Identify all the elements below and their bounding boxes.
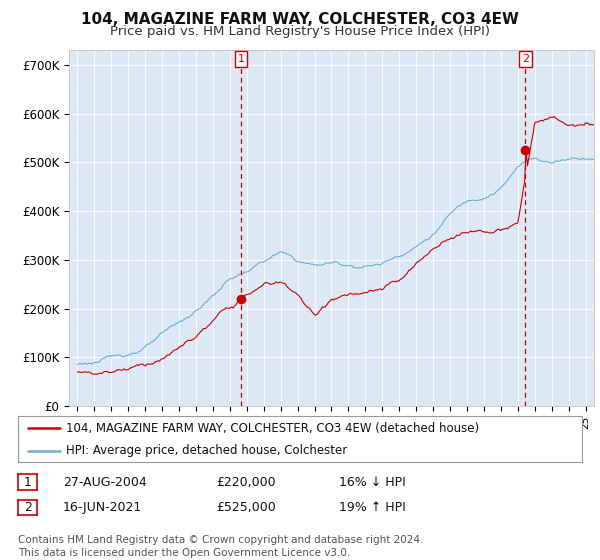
Text: 1: 1	[23, 475, 32, 489]
Text: £220,000: £220,000	[216, 475, 275, 489]
Text: 104, MAGAZINE FARM WAY, COLCHESTER, CO3 4EW: 104, MAGAZINE FARM WAY, COLCHESTER, CO3 …	[81, 12, 519, 27]
Text: 16-JUN-2021: 16-JUN-2021	[63, 501, 142, 514]
Text: 2: 2	[522, 54, 529, 64]
Text: Contains HM Land Registry data © Crown copyright and database right 2024.
This d: Contains HM Land Registry data © Crown c…	[18, 535, 424, 558]
Text: Price paid vs. HM Land Registry's House Price Index (HPI): Price paid vs. HM Land Registry's House …	[110, 25, 490, 38]
Text: HPI: Average price, detached house, Colchester: HPI: Average price, detached house, Colc…	[66, 444, 347, 457]
Text: 27-AUG-2004: 27-AUG-2004	[63, 475, 147, 489]
Text: £525,000: £525,000	[216, 501, 276, 514]
Text: 16% ↓ HPI: 16% ↓ HPI	[339, 475, 406, 489]
Text: 1: 1	[238, 54, 244, 64]
Text: 2: 2	[23, 501, 32, 514]
Text: 104, MAGAZINE FARM WAY, COLCHESTER, CO3 4EW (detached house): 104, MAGAZINE FARM WAY, COLCHESTER, CO3 …	[66, 422, 479, 435]
Text: 19% ↑ HPI: 19% ↑ HPI	[339, 501, 406, 514]
